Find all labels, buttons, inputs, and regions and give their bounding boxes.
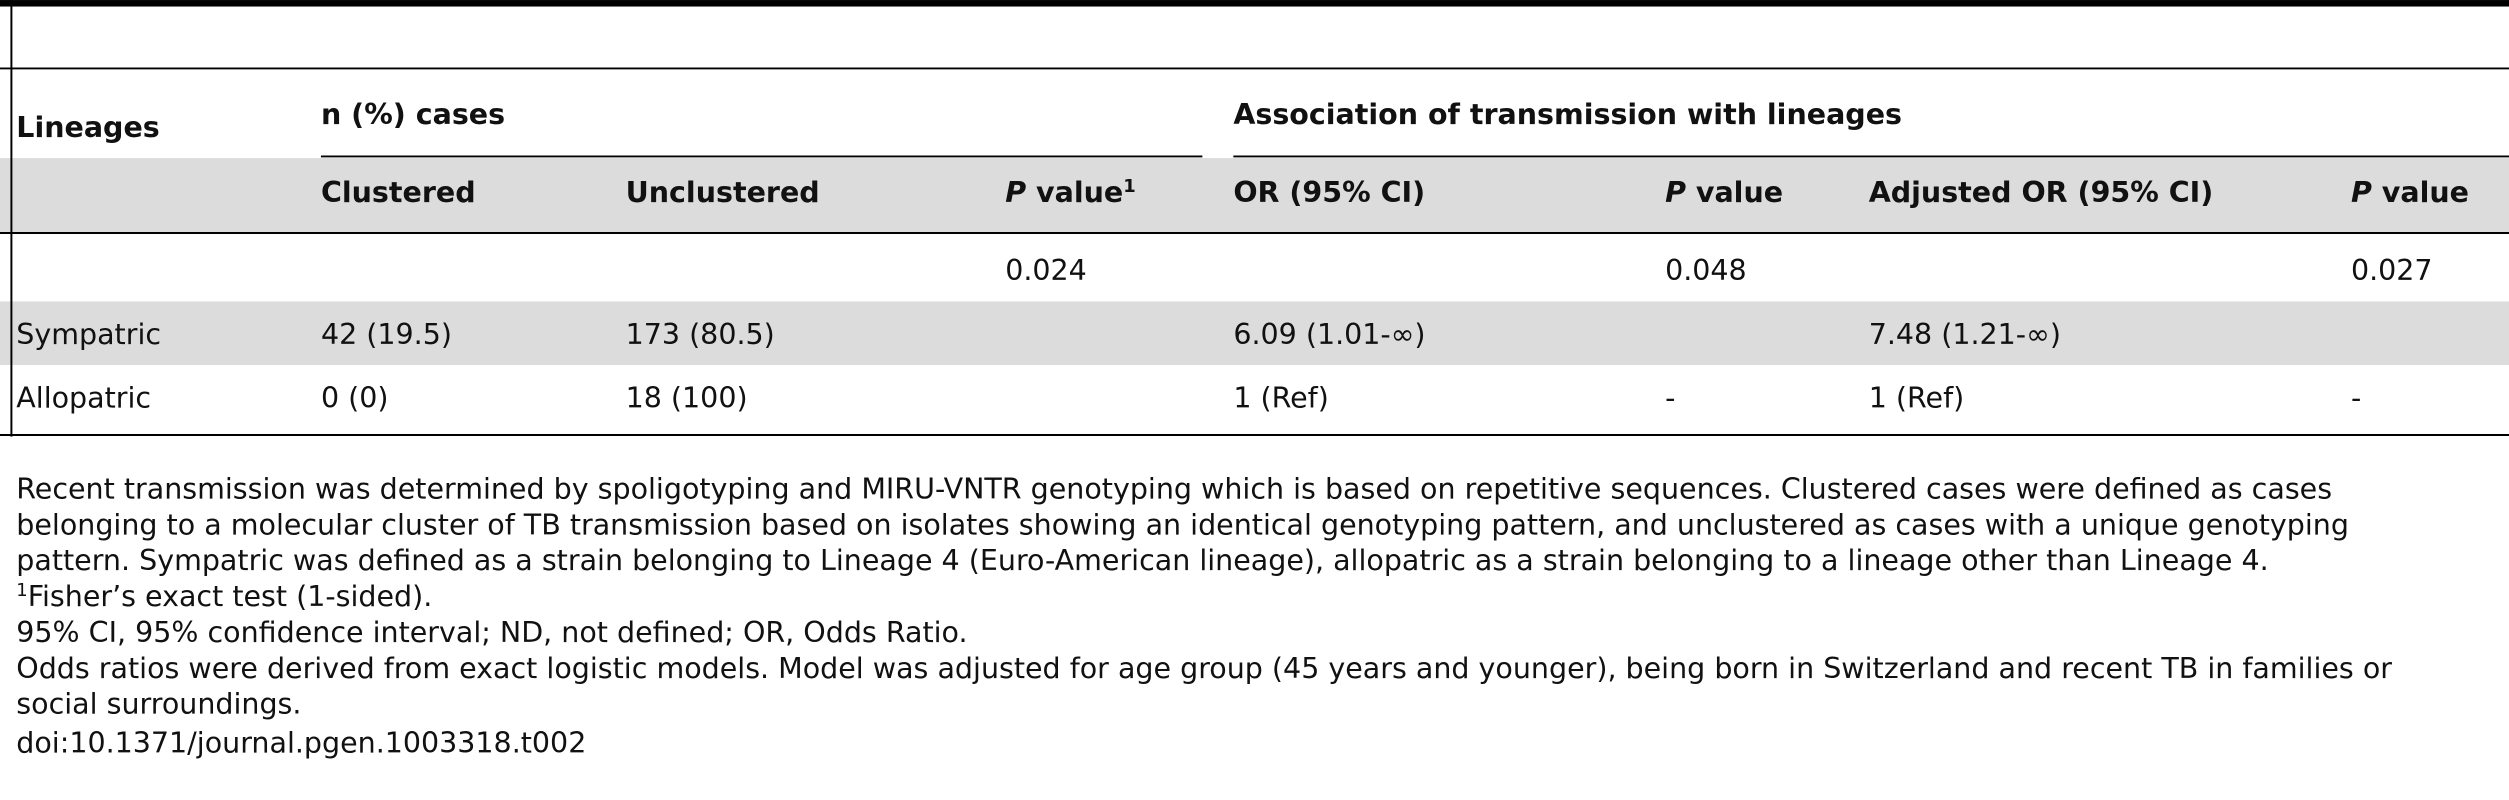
footnote-part: pattern. Sympatric was defined as a stra… (16, 544, 2268, 577)
footnote: Odds ratios were derived from exact logi… (16, 652, 2392, 685)
footnote-part: belonging to a molecular cluster of TB t… (16, 508, 2349, 541)
cell: 0.027 (2351, 254, 2433, 287)
column-header: P value (2351, 176, 2469, 209)
header-part: value (2372, 176, 2469, 209)
cell: - (2351, 381, 2361, 414)
row-band (0, 301, 2509, 365)
cell: - (1665, 381, 1675, 414)
cell: 1 (Ref) (1869, 381, 1965, 414)
cell: 173 (80.5) (626, 318, 775, 351)
top-rule (0, 0, 2509, 7)
row-header: Lineages (16, 111, 159, 144)
column-header: P value1 (1005, 176, 1135, 209)
column-header: Unclustered (626, 176, 820, 209)
footnote: 1Fisher’s exact test (1-sided). (16, 580, 432, 614)
footnote: doi:10.1371/journal.pgen.1003318.t002 (16, 727, 586, 760)
group-header: Association of transmission with lineage… (1233, 98, 1902, 131)
footnote: belonging to a molecular cluster of TB t… (16, 508, 2349, 541)
cell: 0.048 (1665, 254, 1747, 287)
footnote-part: doi:10.1371/journal.pgen.1003318.t002 (16, 727, 586, 760)
footnote-part: Odds ratios were derived from exact logi… (16, 652, 2392, 685)
footnote-part: Fisher’s exact test (1-sided). (28, 580, 433, 613)
cell: 0 (0) (321, 381, 389, 414)
column-header: OR (95% CI) (1233, 176, 1425, 209)
column-header: P value (1665, 176, 1783, 209)
column-header: Adjusted OR (95% CI) (1869, 176, 2214, 209)
footnote-part: social surroundings. (16, 688, 301, 721)
footnote: pattern. Sympatric was defined as a stra… (16, 544, 2268, 577)
cell: 18 (100) (626, 381, 748, 414)
footnote-part: 95% CI, 95% confidence interval; ND, not… (16, 616, 967, 649)
footnote-part: 1 (16, 580, 27, 601)
cell: 1 (Ref) (1233, 381, 1329, 414)
header-band (0, 158, 2509, 234)
header-part: P (1665, 176, 1686, 209)
footnote: 95% CI, 95% confidence interval; ND, not… (16, 616, 967, 649)
header-part: P (2351, 176, 2372, 209)
header-part: P (1005, 176, 1026, 209)
row-label: Allopatric (16, 381, 151, 414)
group-header: n (%) cases (321, 98, 505, 131)
footnote: social surroundings. (16, 688, 301, 721)
footnote: Recent transmission was determined by sp… (16, 473, 2332, 506)
header-part: value (1026, 176, 1123, 209)
cell: 6.09 (1.01-∞) (1233, 318, 1425, 351)
cell: 7.48 (1.21-∞) (1869, 318, 2061, 351)
cell: 42 (19.5) (321, 318, 452, 351)
row-label: Sympatric (16, 318, 161, 351)
column-header: Clustered (321, 176, 476, 209)
header-part: value (1686, 176, 1783, 209)
header-part: 1 (1123, 176, 1135, 197)
footnote-part: Recent transmission was determined by sp… (16, 473, 2332, 506)
cell: 0.024 (1005, 254, 1087, 287)
